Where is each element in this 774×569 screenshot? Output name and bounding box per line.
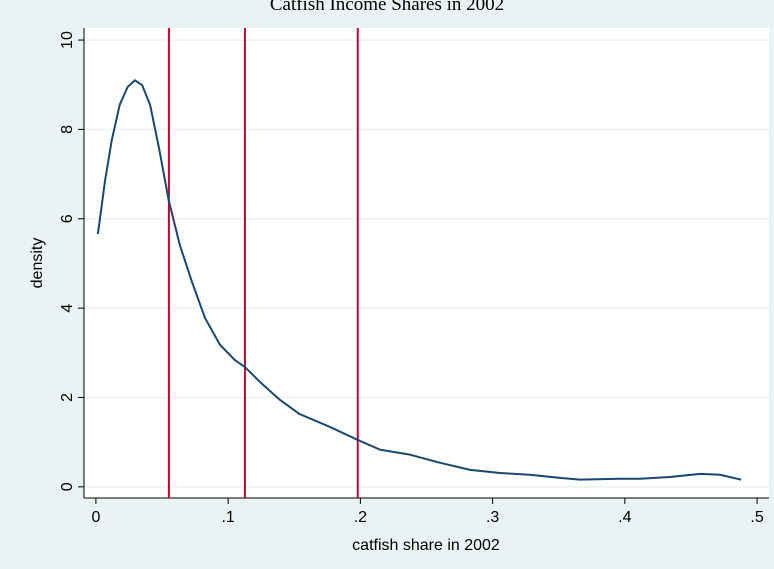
plot-area xyxy=(84,28,769,498)
y-tick-label: 4 xyxy=(59,304,76,313)
y-tick-label: 0 xyxy=(59,482,76,491)
density-line xyxy=(96,79,742,481)
y-tick-label: 8 xyxy=(59,125,76,134)
x-tick-label: .2 xyxy=(354,509,367,526)
y-axis-label: density xyxy=(29,238,46,289)
x-tick-label: .5 xyxy=(750,509,763,526)
x-tick-label: .1 xyxy=(221,509,234,526)
x-tick-label: .3 xyxy=(486,509,499,526)
x-axis-label: catfish share in 2002 xyxy=(352,537,500,554)
y-tick-label: 10 xyxy=(59,31,76,49)
y-tick-label: 2 xyxy=(59,393,76,402)
y-tick-label: 6 xyxy=(59,214,76,223)
plot-layer: 0 2 4 6 8 10 0 .1 .2 .3 .4 .5 xyxy=(59,28,769,526)
chart-title: Catfish Income Shares in 2002 xyxy=(270,0,504,15)
x-tick-label: 0 xyxy=(91,509,100,526)
x-tick-label: .4 xyxy=(618,509,631,526)
